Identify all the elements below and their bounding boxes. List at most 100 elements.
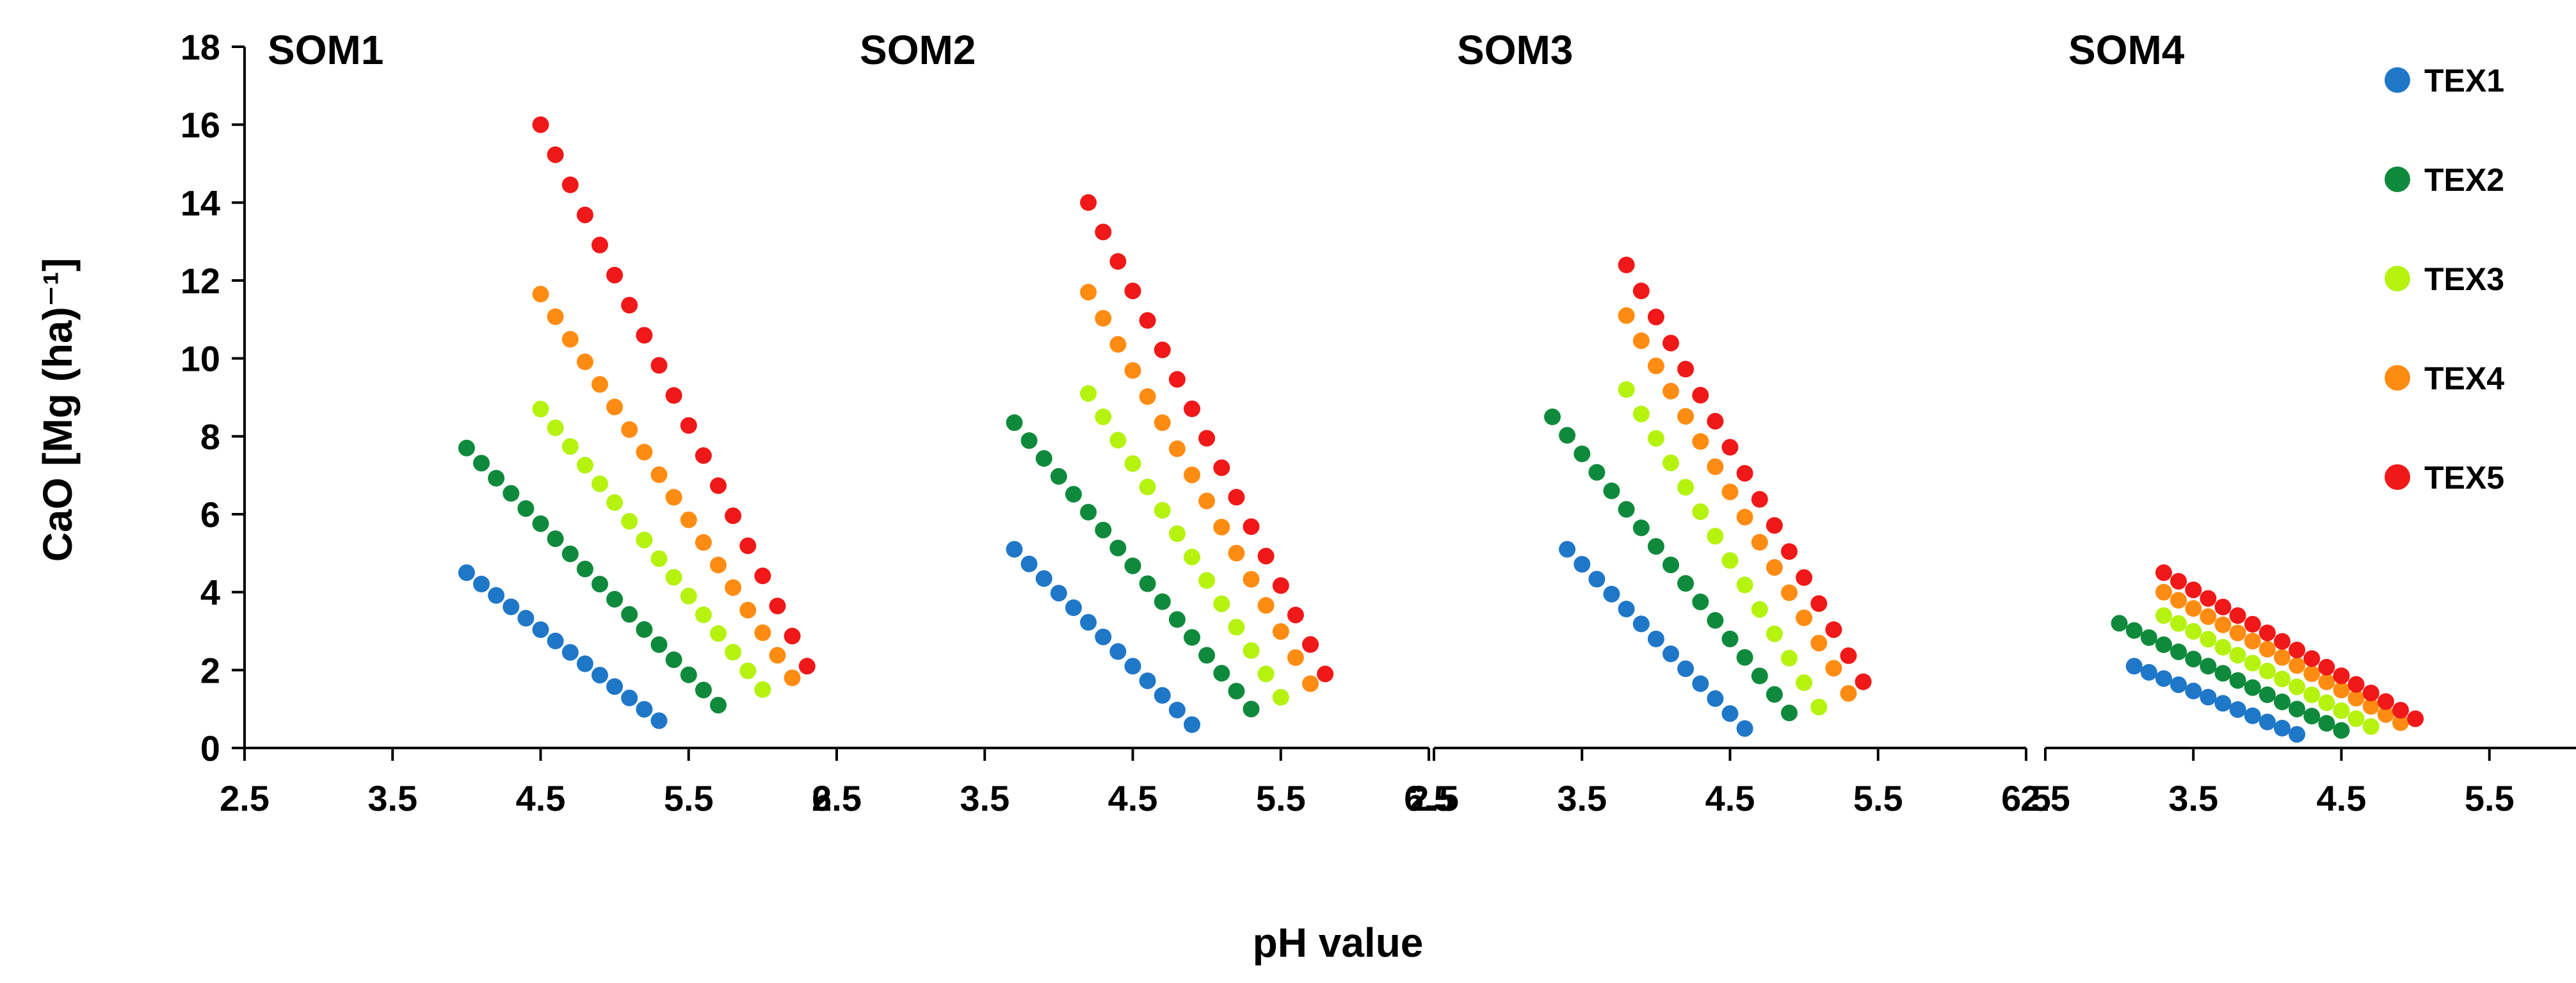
x-tick-label: 2.5 xyxy=(2020,778,2070,818)
legend-label-tex5: TEX5 xyxy=(2424,460,2504,496)
panel-som2: 2.5 3.5 4.5 5.5 6.5 SOM2 xyxy=(812,27,1454,818)
legend-marker-tex4 xyxy=(2385,365,2410,391)
data-point-tex2 xyxy=(458,439,475,457)
data-point-tex1 xyxy=(636,701,653,718)
data-point-tex1 xyxy=(2125,658,2143,675)
data-point-tex3 xyxy=(621,513,638,530)
panel-som1: 2.5 3.5 4.5 5.5 6.5 SOM1 xyxy=(220,27,862,818)
data-point-tex5 xyxy=(769,597,786,615)
data-point-tex3 xyxy=(532,400,549,418)
y-tick-label: 14 xyxy=(181,183,220,223)
data-point-tex1 xyxy=(1035,570,1052,587)
data-point-tex2 xyxy=(2258,686,2276,703)
data-point-tex2 xyxy=(1198,647,1216,664)
data-point-tex4 xyxy=(1632,332,1650,350)
data-point-tex2 xyxy=(1677,575,1695,592)
data-point-tex5 xyxy=(1317,665,1334,683)
legend-marker-tex1 xyxy=(2385,67,2410,93)
data-point-tex5 xyxy=(665,387,682,404)
data-point-tex4 xyxy=(665,489,682,506)
data-point-tex2 xyxy=(2318,715,2335,732)
panel-title: SOM3 xyxy=(1457,27,1573,73)
data-point-tex4 xyxy=(547,308,564,325)
data-point-tex1 xyxy=(1184,716,1200,733)
data-point-tex3 xyxy=(665,569,682,586)
data-point-tex4 xyxy=(1198,492,1216,510)
y-tick-label: 4 xyxy=(200,573,220,613)
data-point-tex4 xyxy=(1287,649,1304,666)
legend-label-tex3: TEX3 xyxy=(2424,261,2504,297)
data-point-tex4 xyxy=(1139,388,1156,405)
data-point-tex3 xyxy=(2214,638,2232,656)
data-point-tex4 xyxy=(1781,584,1798,601)
data-point-tex3 xyxy=(1662,454,1679,471)
data-point-tex4 xyxy=(2392,714,2409,731)
data-point-tex1 xyxy=(1588,571,1606,588)
data-point-tex2 xyxy=(1662,556,1679,574)
data-point-tex5 xyxy=(2274,633,2290,650)
data-point-tex1 xyxy=(2258,713,2276,731)
data-point-tex5 xyxy=(1751,491,1768,508)
data-point-tex2 xyxy=(1020,432,1038,449)
data-point-tex3 xyxy=(1080,385,1097,402)
legend-marker-tex2 xyxy=(2385,167,2410,192)
data-point-tex1 xyxy=(2140,663,2157,681)
data-point-tex2 xyxy=(1618,501,1635,518)
data-point-tex2 xyxy=(1766,686,1783,703)
data-point-tex5 xyxy=(695,447,712,464)
data-point-tex3 xyxy=(1632,405,1650,423)
data-point-tex5 xyxy=(1721,439,1739,456)
data-point-tex5 xyxy=(2258,624,2276,642)
data-point-tex2 xyxy=(1603,482,1620,500)
data-point-tex1 xyxy=(2274,720,2290,736)
data-point-tex2 xyxy=(1050,467,1067,485)
data-point-tex1 xyxy=(606,678,624,695)
data-point-tex2 xyxy=(2185,651,2202,668)
data-point-tex5 xyxy=(1109,253,1127,270)
data-point-tex2 xyxy=(2333,722,2350,739)
data-point-tex2 xyxy=(650,636,668,653)
x-tick-label: 3.5 xyxy=(960,778,1010,818)
data-point-tex5 xyxy=(2303,650,2321,667)
data-point-tex1 xyxy=(1647,630,1664,647)
data-point-tex1 xyxy=(1677,660,1695,678)
data-point-tex3 xyxy=(1721,552,1739,569)
data-point-tex5 xyxy=(576,206,593,223)
data-point-tex4 xyxy=(680,511,697,528)
data-point-tex2 xyxy=(517,500,535,517)
data-point-tex4 xyxy=(1766,559,1783,576)
data-point-tex1 xyxy=(1168,701,1186,719)
data-point-tex3 xyxy=(2155,607,2172,624)
data-point-tex2 xyxy=(2274,694,2290,710)
x-tick-label: 4.5 xyxy=(516,778,566,818)
data-point-tex4 xyxy=(1257,597,1275,614)
data-point-tex5 xyxy=(1632,282,1650,300)
data-point-tex3 xyxy=(2244,654,2261,672)
data-point-tex5 xyxy=(1647,309,1664,325)
data-point-tex5 xyxy=(1677,361,1695,378)
data-point-tex1 xyxy=(547,632,564,649)
data-point-tex5 xyxy=(1168,371,1186,388)
data-point-tex5 xyxy=(1855,673,1872,690)
data-point-tex2 xyxy=(1184,629,1200,646)
data-point-tex4 xyxy=(725,579,742,596)
data-point-tex2 xyxy=(592,576,608,593)
data-point-tex2 xyxy=(1721,630,1739,647)
data-point-tex4 xyxy=(1095,310,1112,327)
x-tick-label: 2.5 xyxy=(812,778,862,818)
data-point-tex2 xyxy=(1781,704,1798,722)
data-point-tex5 xyxy=(2407,710,2424,727)
data-point-tex2 xyxy=(2170,643,2187,660)
data-point-tex2 xyxy=(576,560,593,578)
data-point-tex5 xyxy=(2392,702,2409,719)
panel-title: SOM4 xyxy=(2068,27,2185,73)
data-point-tex4 xyxy=(2318,673,2335,690)
y-tick-label: 18 xyxy=(181,27,220,67)
data-point-tex2 xyxy=(2303,708,2321,725)
data-point-tex4 xyxy=(2377,706,2394,723)
y-tick-label: 0 xyxy=(200,728,220,768)
data-point-tex3 xyxy=(1707,528,1724,545)
data-point-tex1 xyxy=(576,655,593,672)
data-point-tex5 xyxy=(725,507,742,524)
data-point-tex4 xyxy=(1184,466,1200,483)
